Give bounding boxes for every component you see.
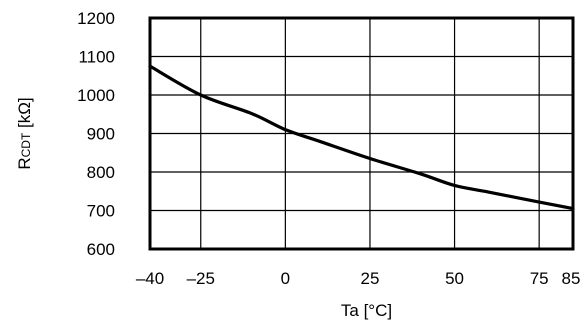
plot-frame <box>148 16 575 251</box>
x-tick-label: –40 <box>136 269 164 288</box>
y-tick-label: 800 <box>87 163 115 182</box>
y-tick-label: 600 <box>87 240 115 259</box>
x-tick-label: 50 <box>445 269 464 288</box>
series-group <box>148 64 575 211</box>
y-tick-label: 900 <box>87 125 115 144</box>
y-axis-title: RCDT [kΩ] <box>15 97 34 169</box>
series-line <box>148 64 575 211</box>
y-tick-label: 1000 <box>77 86 115 105</box>
y-tick-labels: 600 700 800 900 1000 1100 1200 <box>77 9 115 259</box>
y-tick-label: 700 <box>87 202 115 221</box>
x-tick-label: 75 <box>530 269 549 288</box>
x-tick-label: –25 <box>187 269 215 288</box>
y-tick-label: 1200 <box>77 9 115 28</box>
y-axis-title-unit: [kΩ] <box>15 97 34 132</box>
y-tick-label: 1100 <box>78 48 115 67</box>
x-tick-label: 25 <box>360 269 379 288</box>
y-axis-title-main: R <box>15 157 34 169</box>
x-tick-labels: –40 –25 0 25 50 75 85 <box>136 269 581 288</box>
y-axis-title-sub: CDT <box>19 132 33 157</box>
grid <box>150 18 573 249</box>
x-tick-label: 0 <box>281 269 290 288</box>
x-axis-title: Ta [°C] <box>341 301 392 320</box>
x-tick-label: 85 <box>562 269 581 288</box>
